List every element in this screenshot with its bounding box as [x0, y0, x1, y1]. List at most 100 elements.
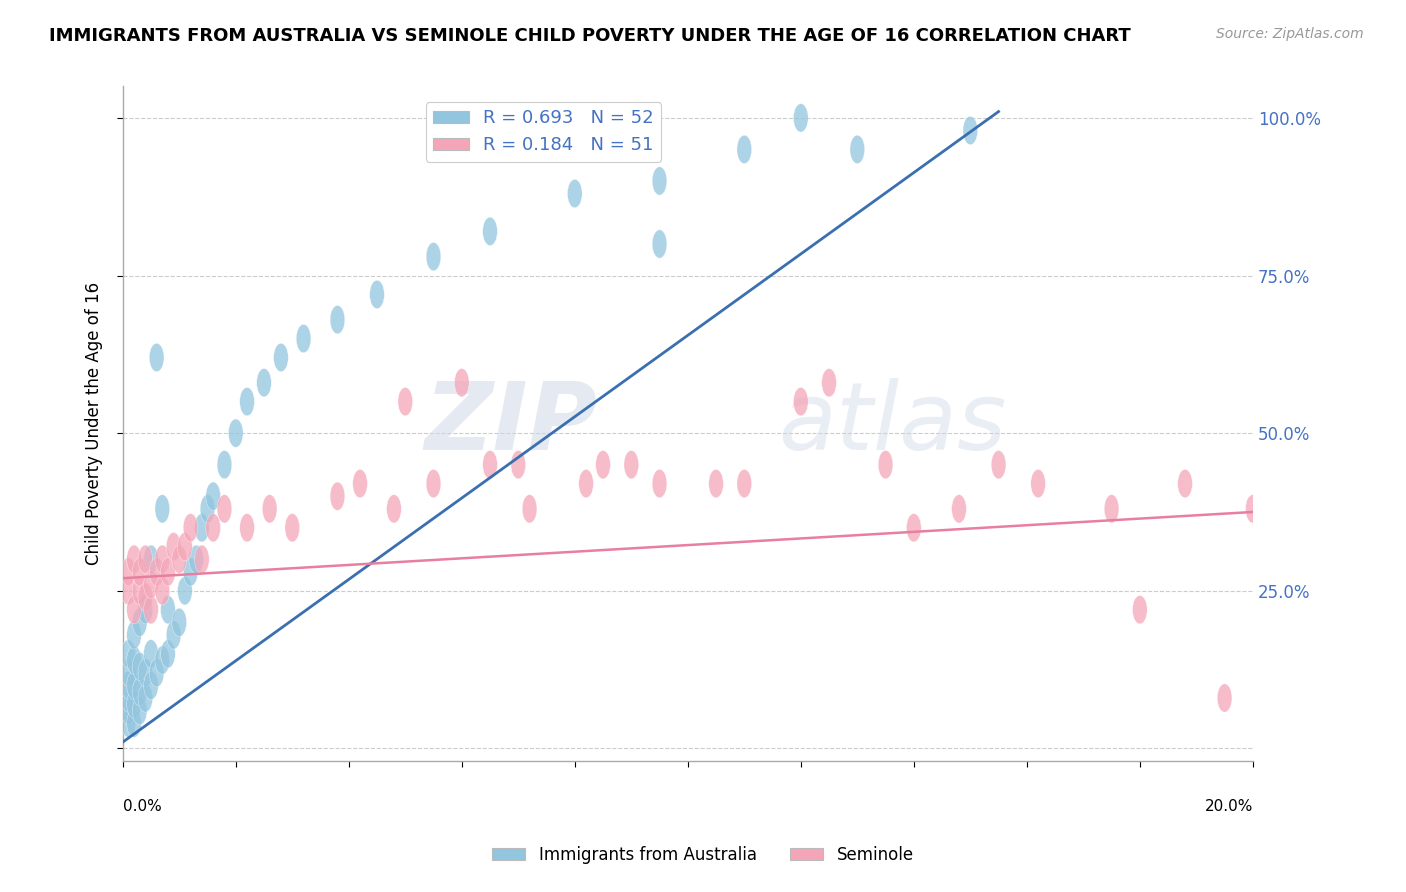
- Ellipse shape: [143, 671, 159, 699]
- Ellipse shape: [121, 671, 136, 699]
- Ellipse shape: [596, 450, 610, 479]
- Ellipse shape: [149, 658, 165, 687]
- Ellipse shape: [143, 640, 159, 668]
- Ellipse shape: [177, 533, 193, 561]
- Ellipse shape: [1104, 495, 1119, 523]
- Ellipse shape: [285, 514, 299, 542]
- Ellipse shape: [194, 545, 209, 574]
- Ellipse shape: [166, 533, 181, 561]
- Ellipse shape: [155, 576, 170, 605]
- Ellipse shape: [652, 167, 666, 195]
- Ellipse shape: [132, 576, 148, 605]
- Ellipse shape: [127, 596, 142, 624]
- Ellipse shape: [205, 514, 221, 542]
- Ellipse shape: [127, 646, 142, 674]
- Ellipse shape: [239, 387, 254, 416]
- Ellipse shape: [330, 482, 344, 510]
- Ellipse shape: [398, 387, 412, 416]
- Ellipse shape: [793, 387, 808, 416]
- Ellipse shape: [188, 545, 204, 574]
- Ellipse shape: [907, 514, 921, 542]
- Ellipse shape: [160, 640, 176, 668]
- Ellipse shape: [709, 469, 724, 498]
- Text: ZIP: ZIP: [425, 377, 598, 470]
- Ellipse shape: [257, 368, 271, 397]
- Ellipse shape: [127, 621, 142, 649]
- Ellipse shape: [482, 218, 498, 245]
- Ellipse shape: [568, 179, 582, 208]
- Ellipse shape: [166, 621, 181, 649]
- Ellipse shape: [652, 230, 666, 258]
- Ellipse shape: [353, 469, 367, 498]
- Ellipse shape: [217, 450, 232, 479]
- Ellipse shape: [879, 450, 893, 479]
- Ellipse shape: [138, 583, 153, 611]
- Ellipse shape: [1031, 469, 1046, 498]
- Ellipse shape: [737, 469, 752, 498]
- Ellipse shape: [160, 558, 176, 586]
- Legend: Immigrants from Australia, Seminole: Immigrants from Australia, Seminole: [485, 839, 921, 871]
- Ellipse shape: [963, 116, 977, 145]
- Ellipse shape: [183, 514, 198, 542]
- Ellipse shape: [851, 136, 865, 163]
- Ellipse shape: [1246, 495, 1260, 523]
- Ellipse shape: [127, 671, 142, 699]
- Ellipse shape: [426, 243, 441, 271]
- Ellipse shape: [121, 658, 136, 687]
- Ellipse shape: [821, 368, 837, 397]
- Ellipse shape: [370, 280, 384, 309]
- Ellipse shape: [200, 495, 215, 523]
- Ellipse shape: [274, 343, 288, 372]
- Ellipse shape: [143, 596, 159, 624]
- Ellipse shape: [579, 469, 593, 498]
- Ellipse shape: [991, 450, 1005, 479]
- Ellipse shape: [121, 697, 136, 725]
- Text: 20.0%: 20.0%: [1205, 799, 1253, 814]
- Ellipse shape: [510, 450, 526, 479]
- Ellipse shape: [330, 305, 344, 334]
- Ellipse shape: [155, 545, 170, 574]
- Ellipse shape: [263, 495, 277, 523]
- Ellipse shape: [426, 469, 441, 498]
- Ellipse shape: [239, 514, 254, 542]
- Ellipse shape: [194, 514, 209, 542]
- Ellipse shape: [132, 652, 148, 681]
- Ellipse shape: [228, 419, 243, 447]
- Ellipse shape: [205, 482, 221, 510]
- Ellipse shape: [155, 495, 170, 523]
- Ellipse shape: [217, 495, 232, 523]
- Ellipse shape: [121, 558, 136, 586]
- Ellipse shape: [121, 576, 136, 605]
- Ellipse shape: [1178, 469, 1192, 498]
- Text: atlas: atlas: [778, 378, 1007, 469]
- Ellipse shape: [127, 709, 142, 738]
- Ellipse shape: [121, 684, 136, 712]
- Ellipse shape: [138, 596, 153, 624]
- Ellipse shape: [121, 640, 136, 668]
- Ellipse shape: [138, 545, 153, 574]
- Ellipse shape: [172, 608, 187, 637]
- Ellipse shape: [737, 136, 752, 163]
- Ellipse shape: [522, 495, 537, 523]
- Ellipse shape: [454, 368, 470, 397]
- Ellipse shape: [132, 697, 148, 725]
- Ellipse shape: [624, 450, 638, 479]
- Ellipse shape: [1218, 684, 1232, 712]
- Ellipse shape: [127, 690, 142, 718]
- Ellipse shape: [143, 570, 159, 599]
- Text: Source: ZipAtlas.com: Source: ZipAtlas.com: [1216, 27, 1364, 41]
- Ellipse shape: [160, 596, 176, 624]
- Y-axis label: Child Poverty Under the Age of 16: Child Poverty Under the Age of 16: [86, 282, 103, 566]
- Ellipse shape: [387, 495, 401, 523]
- Legend: R = 0.693   N = 52, R = 0.184   N = 51: R = 0.693 N = 52, R = 0.184 N = 51: [426, 103, 661, 161]
- Ellipse shape: [652, 469, 666, 498]
- Ellipse shape: [155, 646, 170, 674]
- Text: IMMIGRANTS FROM AUSTRALIA VS SEMINOLE CHILD POVERTY UNDER THE AGE OF 16 CORRELAT: IMMIGRANTS FROM AUSTRALIA VS SEMINOLE CH…: [49, 27, 1130, 45]
- Text: 0.0%: 0.0%: [122, 799, 162, 814]
- Ellipse shape: [177, 576, 193, 605]
- Ellipse shape: [1132, 596, 1147, 624]
- Ellipse shape: [138, 684, 153, 712]
- Ellipse shape: [132, 558, 148, 586]
- Ellipse shape: [149, 343, 165, 372]
- Ellipse shape: [183, 558, 198, 586]
